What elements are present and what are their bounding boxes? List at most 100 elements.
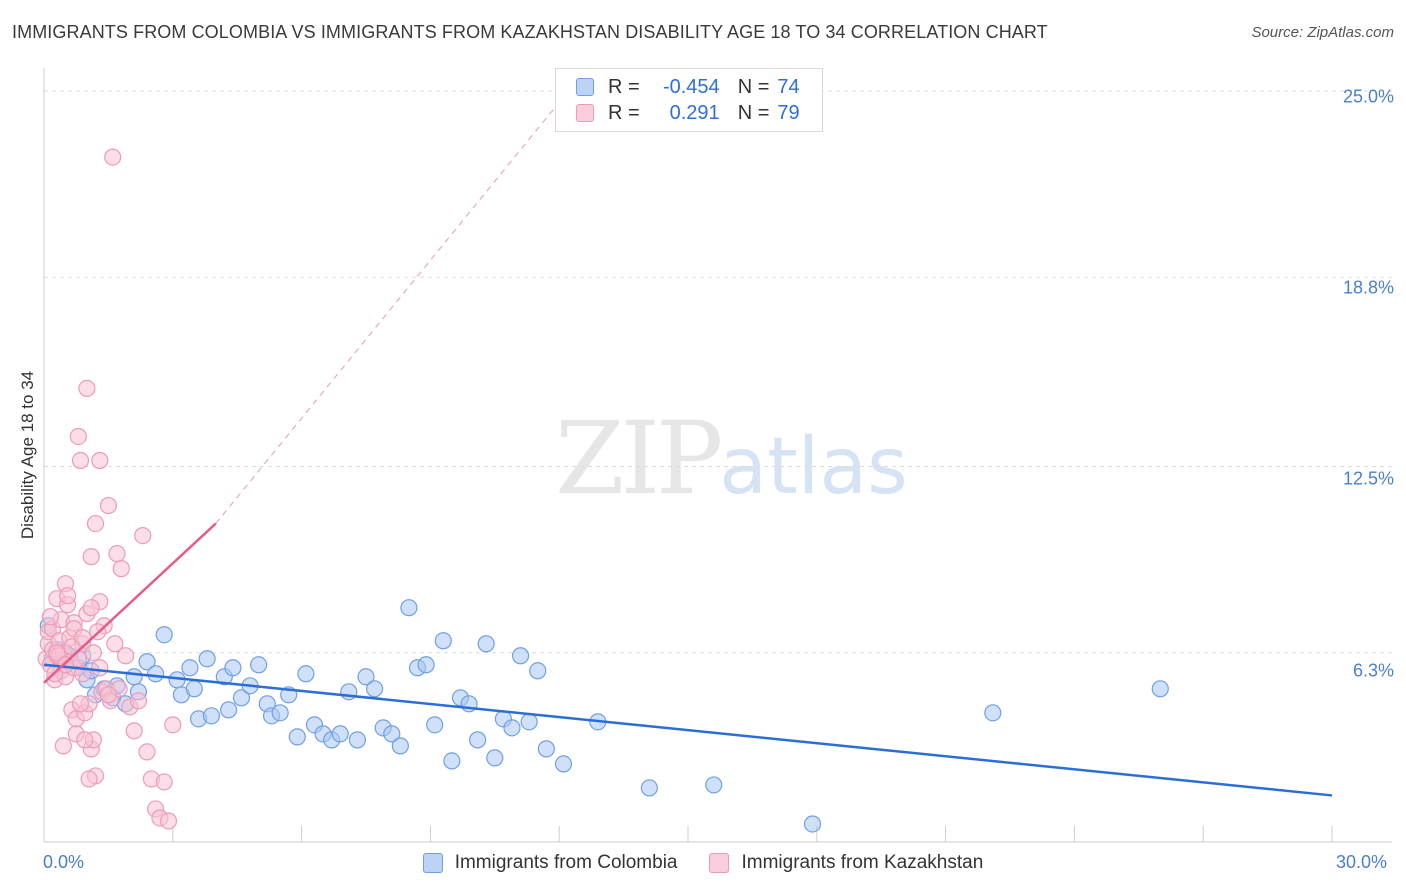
series-legend: Immigrants from Colombia Immigrants from… bbox=[0, 852, 1406, 874]
kazakhstan-trend-line bbox=[43, 522, 217, 684]
colombia-point bbox=[224, 659, 242, 677]
colombia-point bbox=[348, 731, 367, 749]
legend-label-colombia: Immigrants from Colombia bbox=[454, 852, 678, 873]
kazakhstan-point bbox=[59, 587, 77, 605]
kazakhstan-point bbox=[125, 722, 143, 740]
kazakhstan-point bbox=[86, 514, 105, 533]
x-tick-label: 0.0% bbox=[43, 852, 85, 872]
kazakhstan-point bbox=[80, 770, 98, 788]
colombia-point bbox=[155, 626, 173, 644]
kazakhstan-point bbox=[155, 773, 173, 791]
kazakhstan-point bbox=[129, 692, 148, 710]
y-tick-label: 25.0% bbox=[1342, 86, 1394, 107]
colombia-point bbox=[271, 704, 289, 722]
colombia-trend-line bbox=[43, 663, 1333, 797]
kazakhstan-point bbox=[69, 427, 87, 446]
colombia-point bbox=[434, 632, 452, 650]
kazakhstan-point bbox=[91, 451, 109, 470]
kazakhstan-point bbox=[82, 548, 100, 566]
colombia-point bbox=[511, 647, 530, 665]
colombia-point bbox=[984, 704, 1002, 722]
colombia-point bbox=[125, 668, 143, 686]
kazakhstan-point bbox=[134, 526, 152, 545]
colombia-point bbox=[288, 728, 306, 746]
colombia-point bbox=[477, 635, 495, 653]
legend-n-label: N = bbox=[737, 101, 770, 124]
kazakhstan-point bbox=[71, 695, 90, 713]
kazakhstan-point bbox=[48, 644, 66, 662]
y-tick-label: 12.5% bbox=[1342, 468, 1394, 489]
kazakhstan-point bbox=[159, 812, 178, 830]
kazakhstan-point bbox=[91, 659, 109, 677]
colombia-point bbox=[365, 680, 384, 698]
kazakhstan-point bbox=[99, 686, 118, 704]
legend-swatch-kazakhstan bbox=[576, 104, 594, 122]
kazakhstan-point bbox=[116, 647, 135, 665]
colombia-point bbox=[198, 650, 216, 668]
kazakhstan-point bbox=[54, 737, 72, 755]
kazakhstan-point bbox=[84, 644, 102, 662]
kazakhstan-point bbox=[108, 545, 126, 563]
kazakhstan-trend-extension bbox=[215, 75, 582, 524]
kazakhstan-point bbox=[112, 560, 130, 578]
colombia-point bbox=[297, 665, 315, 683]
colombia-point bbox=[383, 725, 401, 743]
kazakhstan-point bbox=[164, 716, 182, 734]
colombia-point bbox=[417, 656, 435, 674]
legend-row-kazakhstan: R = 0.291 N = 79 bbox=[576, 100, 800, 126]
colombia-point bbox=[250, 656, 268, 674]
colombia-point bbox=[426, 716, 444, 734]
kazakhstan-point bbox=[106, 635, 124, 653]
kazakhstan-point bbox=[78, 379, 96, 398]
colombia-point bbox=[181, 659, 199, 677]
legend-swatch-kazakhstan bbox=[709, 853, 730, 873]
legend-item-kazakhstan[interactable]: Immigrants from Kazakhstan bbox=[709, 852, 983, 874]
chart-title: IMMIGRANTS FROM COLOMBIA VS IMMIGRANTS F… bbox=[12, 22, 1048, 42]
colombia-point bbox=[529, 662, 547, 680]
colombia-point bbox=[331, 725, 349, 743]
legend-r-value: 0.291 bbox=[669, 101, 720, 124]
kazakhstan-point bbox=[104, 148, 122, 166]
legend-r-label: R = bbox=[608, 101, 640, 124]
y-tick-label: 6.3% bbox=[1352, 660, 1394, 681]
colombia-point bbox=[185, 680, 203, 698]
colombia-point bbox=[232, 689, 251, 707]
kazakhstan-point bbox=[76, 731, 94, 749]
legend-row-colombia: R = -0.454 N = 74 bbox=[576, 74, 800, 100]
kazakhstan-point bbox=[82, 599, 100, 617]
legend-swatch-colombia bbox=[422, 853, 443, 873]
colombia-point bbox=[803, 815, 822, 833]
legend-n-label: N = bbox=[737, 75, 770, 98]
colombia-point bbox=[443, 752, 461, 770]
colombia-point bbox=[400, 599, 418, 617]
colombia-point bbox=[357, 668, 375, 686]
kazakhstan-point bbox=[41, 608, 60, 626]
correlation-legend: R = -0.454 N = 74 R = 0.291 N = 79 bbox=[555, 68, 823, 132]
colombia-point bbox=[202, 707, 221, 725]
colombia-point bbox=[391, 737, 409, 755]
kazakhstan-point bbox=[99, 496, 118, 515]
watermark-zip: ZIP bbox=[555, 400, 723, 517]
colombia-point bbox=[486, 749, 504, 767]
colombia-point bbox=[1151, 680, 1169, 698]
legend-swatch-colombia bbox=[576, 78, 594, 96]
x-tick-label: 30.0% bbox=[1336, 852, 1388, 872]
legend-r-value: -0.454 bbox=[662, 75, 720, 98]
colombia-point bbox=[705, 776, 723, 794]
legend-label-kazakhstan: Immigrants from Kazakhstan bbox=[741, 852, 984, 873]
colombia-point bbox=[554, 755, 573, 773]
kazakhstan-point bbox=[71, 451, 90, 470]
colombia-point bbox=[537, 740, 555, 758]
kazakhstan-point bbox=[138, 743, 156, 761]
legend-item-colombia[interactable]: Immigrants from Colombia bbox=[422, 852, 678, 874]
colombia-point bbox=[147, 665, 165, 683]
colombia-point bbox=[138, 653, 156, 671]
legend-n-value: 74 bbox=[777, 75, 800, 98]
colombia-point bbox=[220, 701, 238, 719]
colombia-point bbox=[503, 719, 521, 737]
colombia-point bbox=[640, 779, 658, 797]
colombia-point bbox=[469, 731, 487, 749]
legend-r-label: R = bbox=[608, 75, 640, 98]
source-label: Source: ZipAtlas.com bbox=[1251, 24, 1394, 41]
colombia-point bbox=[520, 713, 538, 731]
